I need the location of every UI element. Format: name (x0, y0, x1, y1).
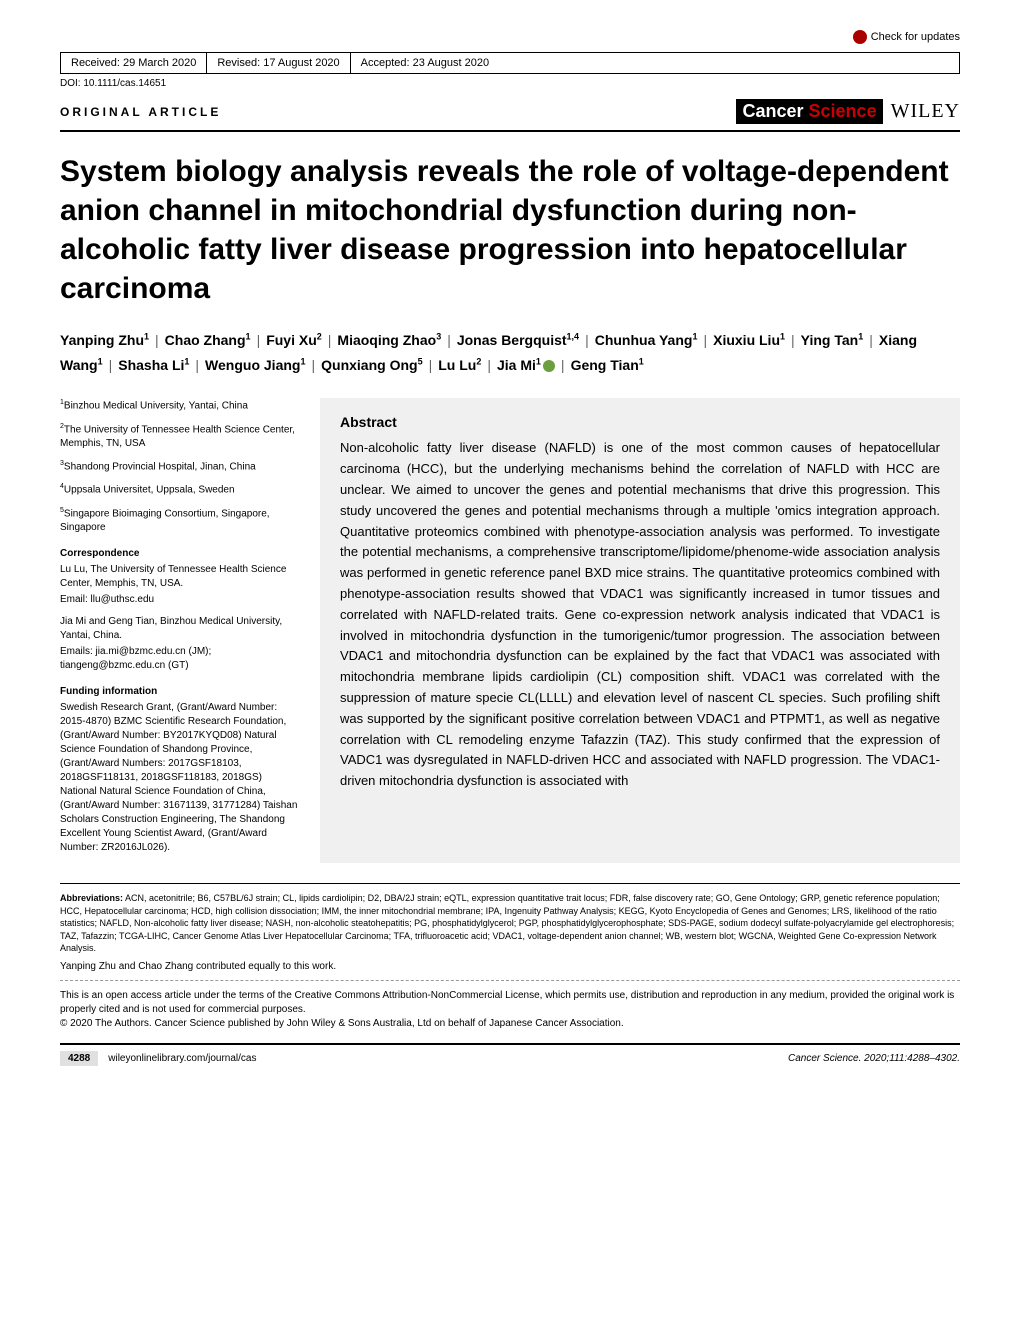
orcid-icon (543, 360, 555, 372)
received-date: Received: 29 March 2020 (61, 53, 207, 73)
funding-heading: Funding information (60, 685, 300, 699)
journal-url: wileyonlinelibrary.com/journal/cas (108, 1053, 256, 1064)
abbreviations-label: Abbreviations: (60, 893, 123, 903)
divider (60, 980, 960, 981)
contribution-note: Yanping Zhu and Chao Zhang contributed e… (60, 961, 960, 972)
affiliation-4: 4Uppsala Universitet, Uppsala, Sweden (60, 482, 300, 497)
check-updates-label: Check for updates (871, 31, 960, 43)
article-type: ORIGINAL ARTICLE (60, 105, 221, 119)
affiliation-5: 5Singapore Bioimaging Consortium, Singap… (60, 506, 300, 535)
abstract-text: Non-alcoholic fatty liver disease (NAFLD… (340, 438, 940, 792)
abstract-heading: Abstract (340, 414, 940, 430)
citation: Cancer Science. 2020;111:4288–4302. (788, 1053, 960, 1064)
publisher-wiley: WILEY (891, 100, 960, 123)
accepted-date: Accepted: 23 August 2020 (351, 53, 499, 73)
abstract-box: Abstract Non-alcoholic fatty liver disea… (320, 398, 960, 863)
license-text-1: This is an open access article under the… (60, 989, 960, 1017)
page-number: 4288 (60, 1051, 98, 1066)
abbreviations-section: Abbreviations: ACN, acetonitrile; B6, C5… (60, 883, 960, 955)
correspondence-2: Jia Mi and Geng Tian, Binzhou Medical Un… (60, 615, 300, 643)
affiliation-3: 3Shandong Provincial Hospital, Jinan, Ch… (60, 459, 300, 474)
journal-cancer: Cancer (742, 101, 803, 121)
sidebar-column: 1Binzhou Medical University, Yantai, Chi… (60, 398, 300, 863)
correspondence-1: Lu Lu, The University of Tennessee Healt… (60, 563, 300, 591)
check-updates-badge[interactable]: Check for updates (853, 30, 960, 44)
doi: DOI: 10.1111/cas.14651 (60, 78, 960, 89)
revised-date: Revised: 17 August 2020 (207, 53, 350, 73)
affiliation-1: 1Binzhou Medical University, Yantai, Chi… (60, 398, 300, 413)
correspondence-email-2: Emails: jia.mi@bzmc.edu.cn (JM); tiangen… (60, 645, 300, 673)
check-updates-icon (853, 30, 867, 44)
journal-logo: Cancer Science WILEY (736, 99, 960, 124)
correspondence-heading: Correspondence (60, 547, 300, 561)
license-text-2: © 2020 The Authors. Cancer Science publi… (60, 1017, 960, 1031)
page-footer: 4288 wileyonlinelibrary.com/journal/cas … (60, 1043, 960, 1066)
abbreviations-text: ACN, acetonitrile; B6, C57BL/6J strain; … (60, 893, 954, 953)
article-title: System biology analysis reveals the role… (60, 152, 960, 308)
journal-science: Science (809, 101, 877, 121)
affiliation-2: 2The University of Tennessee Health Scie… (60, 422, 300, 451)
correspondence-email-1: Email: llu@uthsc.edu (60, 593, 300, 607)
header-dates: Received: 29 March 2020 Revised: 17 Augu… (60, 52, 960, 74)
funding-text: Swedish Research Grant, (Grant/Award Num… (60, 701, 300, 855)
author-list: Yanping Zhu1|Chao Zhang1|Fuyi Xu2|Miaoqi… (60, 328, 960, 378)
